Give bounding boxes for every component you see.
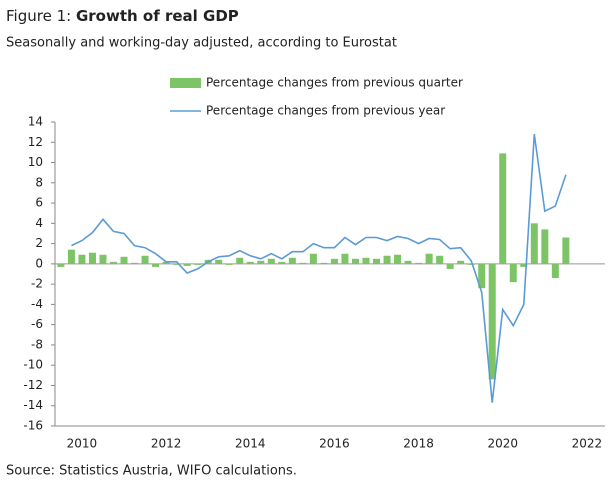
x-tick-label: 2014	[235, 437, 266, 451]
y-tick-label: 6	[35, 196, 43, 210]
x-tick-label: 2012	[151, 437, 182, 451]
bar	[425, 253, 433, 264]
bar	[541, 229, 549, 264]
bar	[288, 257, 296, 264]
bar	[520, 263, 528, 267]
bar	[299, 262, 307, 264]
y-tick-label: 14	[28, 115, 43, 129]
bar	[404, 260, 412, 264]
y-tick-label: -8	[31, 337, 43, 351]
x-tick-label: 2010	[67, 437, 98, 451]
bar	[372, 258, 380, 264]
bar	[99, 254, 107, 264]
bar	[57, 263, 65, 267]
bar	[141, 255, 149, 264]
y-tick-label: -12	[23, 378, 43, 392]
subtitle: Seasonally and working-day adjusted, acc…	[6, 36, 397, 51]
y-tick-label: -16	[23, 419, 43, 433]
bar	[78, 254, 86, 264]
x-tick-label: 2016	[319, 437, 350, 451]
bar	[530, 223, 538, 264]
bar	[330, 258, 338, 264]
bar	[183, 263, 191, 266]
legend-label: Percentage changes from previous year	[206, 104, 445, 118]
bar	[467, 263, 475, 265]
y-tick-label: 12	[28, 135, 43, 149]
bar	[446, 263, 454, 269]
y-tick-label: -6	[31, 317, 43, 331]
bar	[383, 255, 391, 264]
x-tick-label: 2018	[403, 437, 434, 451]
bar	[246, 261, 254, 264]
x-tick-label: 2020	[487, 437, 518, 451]
bar	[131, 262, 139, 264]
y-tick-label: -14	[23, 398, 43, 412]
y-tick-label: 4	[35, 216, 43, 230]
bar	[194, 263, 202, 265]
y-tick-label: 8	[35, 175, 43, 189]
y-tick-label: -2	[31, 277, 43, 291]
bar	[351, 258, 359, 264]
bar	[551, 263, 559, 279]
y-tick-label: 10	[28, 155, 43, 169]
bar	[257, 260, 265, 264]
bar	[152, 263, 160, 267]
bar	[478, 263, 486, 289]
bar	[394, 254, 402, 264]
bar	[120, 256, 128, 264]
legend-label: Percentage changes from previous quarter	[206, 76, 463, 90]
bar	[457, 260, 465, 264]
bar	[509, 263, 517, 283]
bar	[173, 263, 181, 265]
bar	[362, 257, 370, 264]
y-tick-label: -10	[23, 358, 43, 372]
bar	[236, 257, 244, 264]
chart-title: Figure 1: Growth of real GDP	[6, 7, 239, 25]
source: Source: Statistics Austria, WIFO calcula…	[6, 464, 297, 479]
bar	[320, 262, 328, 264]
title-text: Growth of real GDP	[76, 7, 239, 25]
line	[71, 134, 567, 403]
bar	[67, 249, 75, 264]
bar	[309, 253, 317, 264]
bar	[278, 261, 286, 264]
bar	[488, 263, 496, 380]
bar	[436, 255, 444, 264]
bar	[562, 237, 570, 264]
title-prefix: Figure 1:	[6, 7, 71, 25]
bar	[225, 263, 233, 265]
y-tick-label: 0	[35, 256, 43, 270]
bar	[162, 261, 170, 264]
x-tick-label: 2022	[572, 437, 603, 451]
bar	[109, 261, 117, 264]
y-tick-label: 2	[35, 236, 43, 250]
bar	[267, 258, 275, 264]
y-tick-label: -4	[31, 297, 43, 311]
legend-swatch	[170, 78, 201, 88]
bar	[415, 262, 423, 264]
bar	[341, 253, 349, 264]
bar	[499, 153, 507, 264]
bar	[88, 252, 96, 264]
bar	[215, 259, 223, 264]
